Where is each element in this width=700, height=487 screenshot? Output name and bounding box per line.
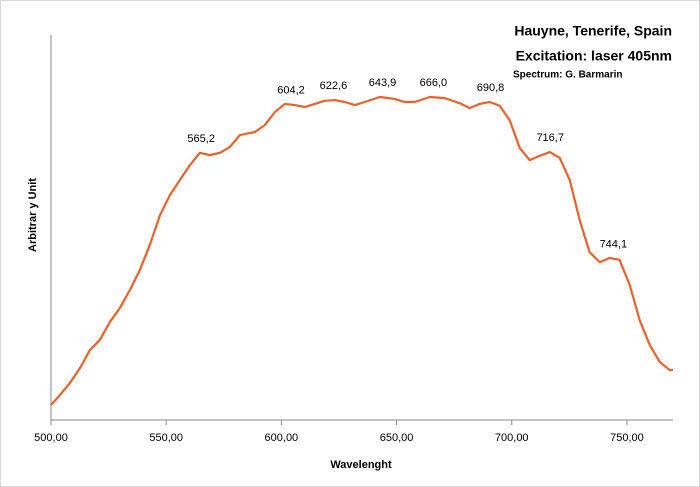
credit: Spectrum: G. Barmarin	[513, 70, 622, 81]
x-tick-label: 500,00	[34, 432, 68, 444]
chart-title: Hauyne, Tenerife, Spain	[514, 23, 672, 39]
peak-label: 666,0	[420, 77, 448, 89]
peak-label: 565,2	[187, 133, 215, 145]
peak-label: 690,8	[477, 82, 505, 94]
x-tick-label: 600,00	[265, 432, 299, 444]
x-axis-label: Wavelenght	[330, 459, 392, 471]
spectrum-line	[50, 95, 673, 406]
x-tick-label: 650,00	[380, 432, 414, 444]
chart-subtitle: Excitation: laser 405nm	[516, 48, 672, 64]
peak-label: 716,7	[536, 132, 564, 144]
peak-label: 604,2	[277, 85, 305, 97]
x-tick-label: 550,00	[149, 432, 183, 444]
peak-label: 622,6	[320, 80, 348, 92]
x-tick-label: 750,00	[610, 432, 644, 444]
x-tick-label: 700,00	[495, 432, 529, 444]
peak-label: 744,1	[600, 239, 628, 251]
peak-label: 643,9	[369, 77, 397, 89]
y-axis-label: Arbitrar y Unit	[27, 178, 39, 252]
